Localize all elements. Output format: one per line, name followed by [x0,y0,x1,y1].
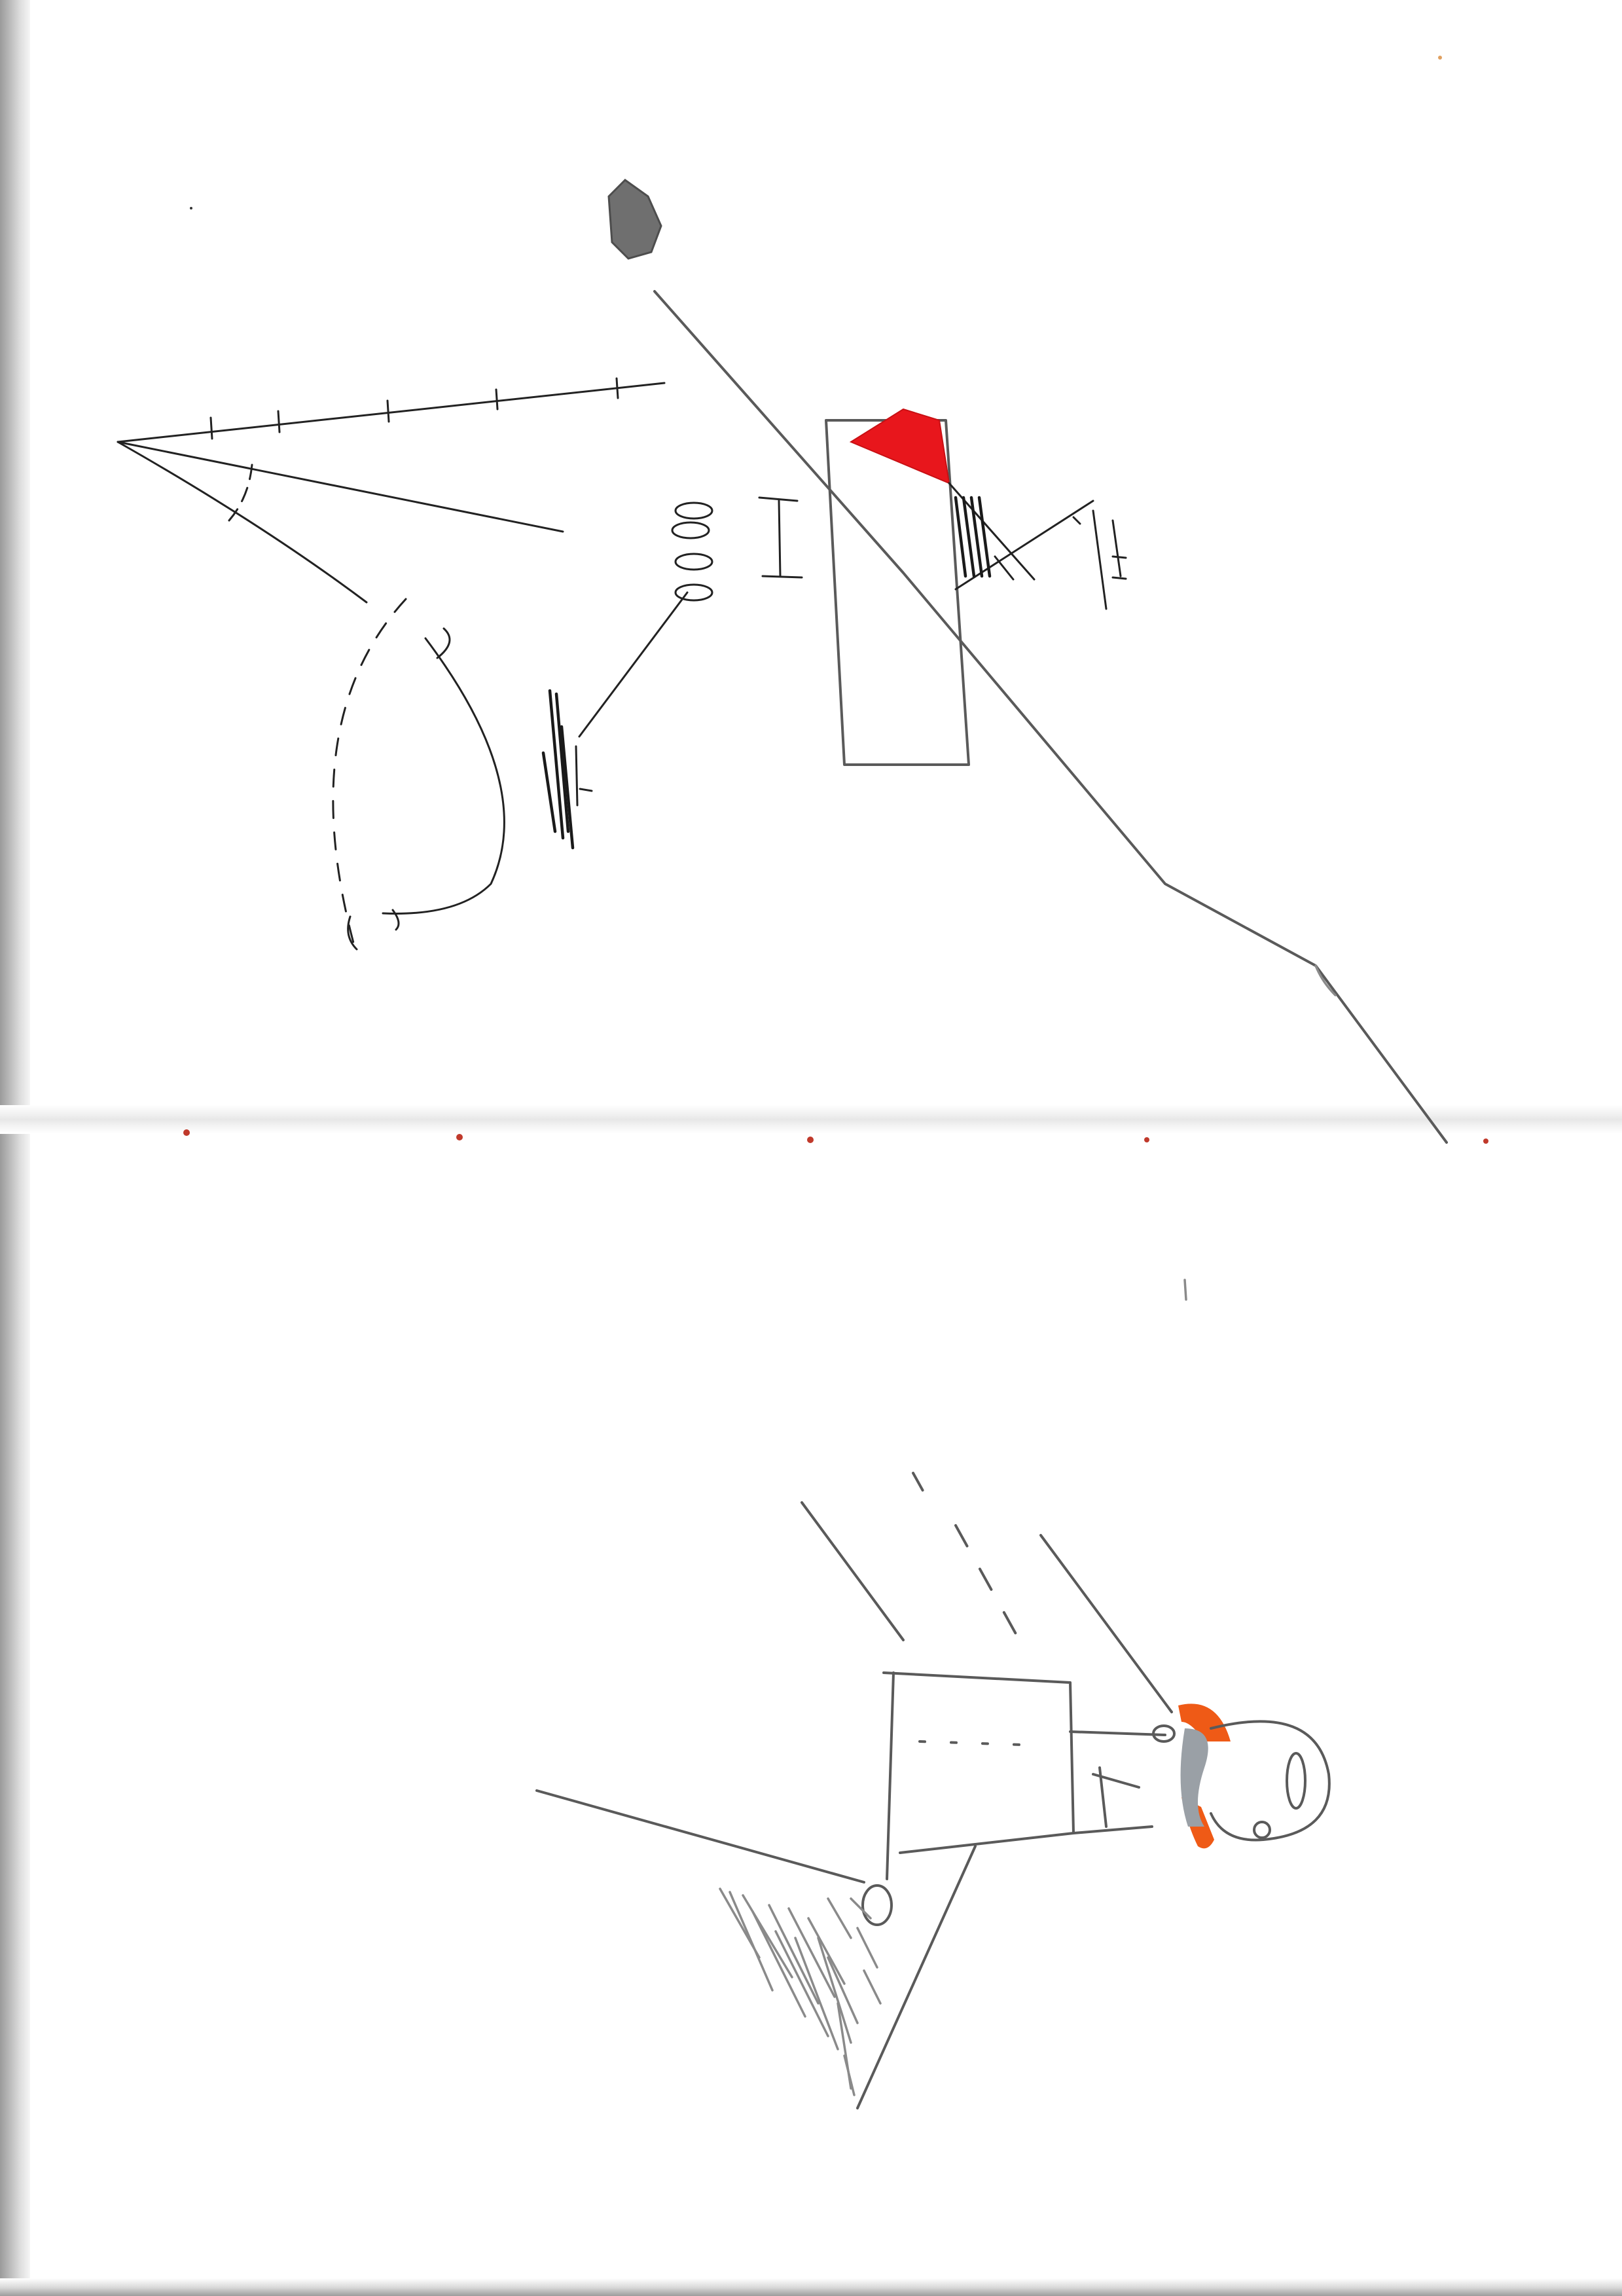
hatched-block [541,591,689,850]
torso [882,1671,1166,1880]
scan-edge-shadow [0,0,30,2296]
red-triangle [849,408,950,484]
orange-collar-top [1178,1704,1231,1741]
triangle-shape [117,441,564,604]
scan-bottom-edge [0,2278,1622,2296]
x-lines [948,482,1127,610]
diagonal-line [607,179,1448,1144]
ticked-line [117,377,666,443]
radiating-lines [535,1472,1173,1884]
lower-sketch [535,1472,1331,2109]
head [1210,1720,1331,1842]
collar [1152,1704,1231,1849]
hatched-fan [719,1845,977,2109]
arc-shapes [332,598,505,951]
page-fold [0,1105,1622,1134]
upper-sketch [117,179,1448,1144]
fold-marks [183,56,1488,1301]
grey-collar [1180,1728,1208,1827]
oval-marks [671,496,803,602]
scribble-mark [607,179,662,260]
red-corner-rectangle [825,408,970,766]
